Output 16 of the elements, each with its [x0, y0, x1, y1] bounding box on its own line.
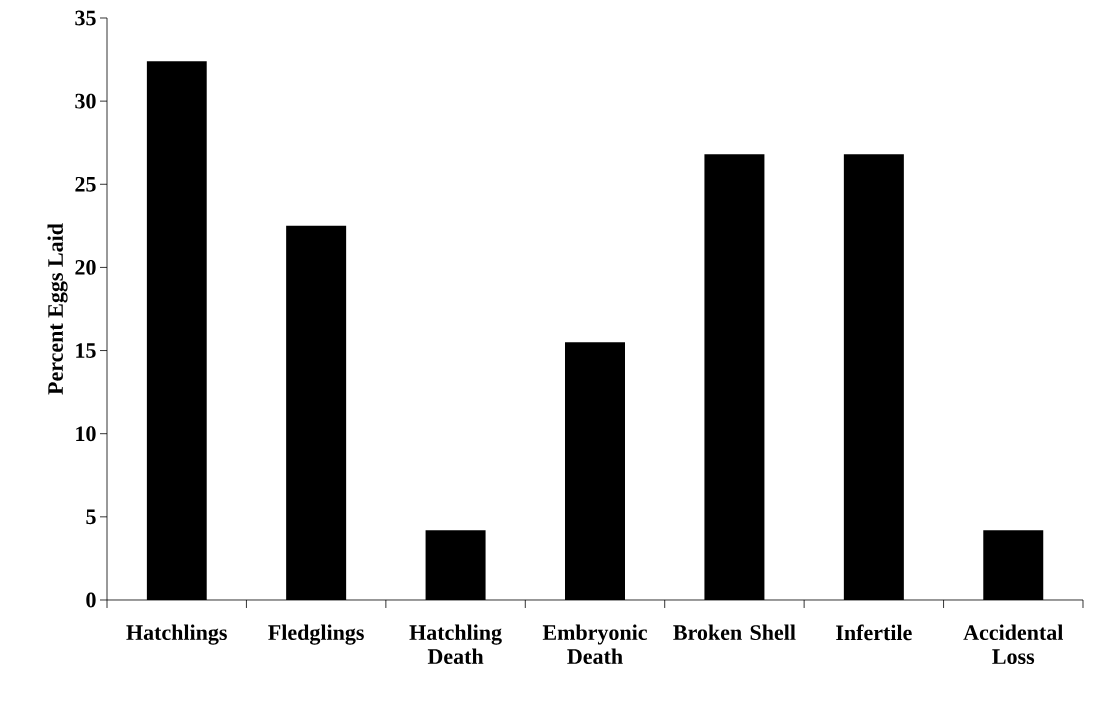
- x-tick-label: Hatchlings: [126, 624, 227, 645]
- y-tick-label: 30: [75, 93, 96, 109]
- y-tick-label: 5: [86, 509, 96, 525]
- y-tick-label: 20: [75, 259, 96, 275]
- x-tick-label: Infertile: [836, 624, 912, 641]
- y-tick-label: 35: [75, 10, 96, 26]
- y-tick-label: 10: [76, 426, 96, 442]
- x-tick-label: Accidental Loss: [963, 624, 1064, 664]
- x-tick-label: Embryonic Death: [542, 624, 648, 664]
- y-tick-label: 15: [76, 343, 96, 358]
- y-tick-label: 25: [75, 176, 96, 192]
- y-tick-label: 0: [86, 592, 96, 608]
- x-tick-label: Hatchling Death: [409, 624, 502, 664]
- y-axis-title: Percent Eggs Laid: [47, 223, 68, 395]
- x-tick-label: Fledglings: [268, 624, 364, 645]
- x-tick-label: Broken Shell: [673, 624, 796, 640]
